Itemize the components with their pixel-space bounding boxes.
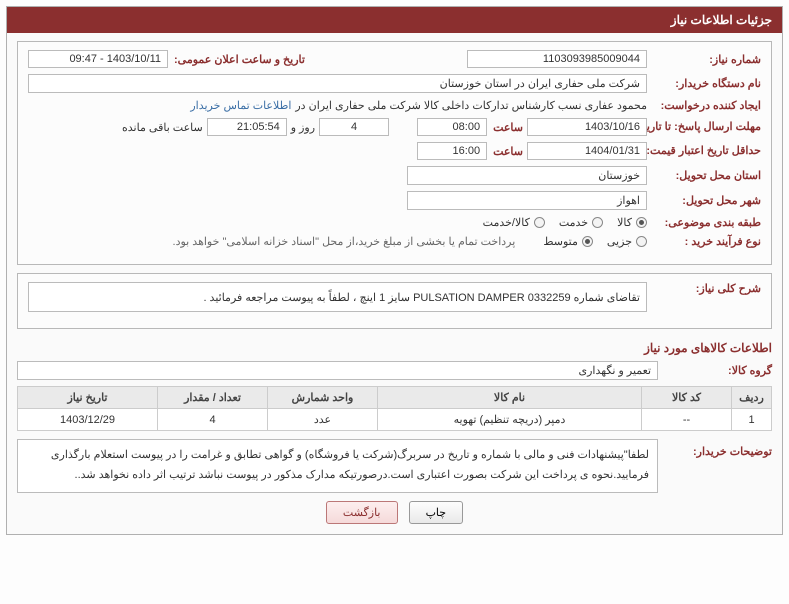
- print-button[interactable]: چاپ: [409, 501, 464, 524]
- panel-content: شماره نیاز: 1103093985009044 تاریخ و ساع…: [7, 33, 782, 534]
- buy-process-label: نوع فرآیند خرید :: [651, 235, 761, 248]
- overview-label: شرح کلی نیاز:: [651, 282, 761, 295]
- table-row: 1 -- دمپر (دریچه تنظیم) تهویه عدد 4 1403…: [18, 409, 772, 431]
- table-header-row: ردیف کد کالا نام کالا واحد شمارش تعداد /…: [18, 387, 772, 409]
- buyer-org-label: نام دستگاه خریدار:: [651, 77, 761, 90]
- announce-dt-value: 1403/10/11 - 09:47: [28, 50, 168, 68]
- buy-process-note: پرداخت تمام یا بخشی از مبلغ خرید،از محل …: [173, 235, 516, 248]
- delivery-province-value: خوزستان: [407, 166, 647, 185]
- time-label-2: ساعت: [491, 145, 523, 158]
- buy-opt-0[interactable]: جزیی: [607, 235, 647, 248]
- back-button[interactable]: بازگشت: [326, 501, 398, 524]
- delivery-province-label: استان محل تحویل:: [651, 169, 761, 182]
- subject-class-radios: کالا خدمت کالا/خدمت: [483, 216, 647, 229]
- days-remaining-value: 4: [319, 118, 389, 136]
- th-row: ردیف: [732, 387, 772, 409]
- th-code: کد کالا: [642, 387, 732, 409]
- need-no-value: 1103093985009044: [467, 50, 647, 68]
- td-unit: عدد: [268, 409, 378, 431]
- buyer-org-value: شرکت ملی حفاری ایران در استان خوزستان: [28, 74, 647, 93]
- panel-title: جزئیات اطلاعات نیاز: [7, 7, 782, 33]
- td-row: 1: [732, 409, 772, 431]
- td-date: 1403/12/29: [18, 409, 158, 431]
- delivery-city-label: شهر محل تحویل:: [651, 194, 761, 207]
- days-and-label: روز و: [291, 121, 315, 134]
- radio-icon: [636, 217, 647, 228]
- reply-time-value: 08:00: [417, 118, 487, 136]
- time-label-1: ساعت: [491, 121, 523, 134]
- radio-icon: [636, 236, 647, 247]
- button-bar: چاپ بازگشت: [17, 501, 772, 524]
- delivery-city-value: اهواز: [407, 191, 647, 210]
- td-qty: 4: [158, 409, 268, 431]
- radio-icon: [582, 236, 593, 247]
- buyer-contact-link[interactable]: اطلاعات تماس خریدار: [190, 99, 291, 112]
- valid-deadline-label: حداقل تاریخ اعتبار قیمت: تا تاریخ:: [651, 144, 761, 158]
- overview-value: تقاضای شماره PULSATION DAMPER 0332259 سا…: [28, 282, 647, 312]
- goods-group-label: گروه کالا:: [662, 364, 772, 377]
- subject-class-label: طبقه بندی موضوعی:: [651, 216, 761, 229]
- items-table: ردیف کد کالا نام کالا واحد شمارش تعداد /…: [17, 386, 772, 431]
- requester-label: ایجاد کننده درخواست:: [651, 99, 761, 112]
- details-frame: شماره نیاز: 1103093985009044 تاریخ و ساع…: [17, 41, 772, 265]
- buyer-notes-label: توضیحات خریدار:: [662, 439, 772, 458]
- valid-date-value: 1404/01/31: [527, 142, 647, 160]
- th-date: تاریخ نیاز: [18, 387, 158, 409]
- reply-date-value: 1403/10/16: [527, 118, 647, 136]
- reply-deadline-label: مهلت ارسال پاسخ: تا تاریخ:: [651, 120, 761, 134]
- th-name: نام کالا: [378, 387, 642, 409]
- announce-dt-label: تاریخ و ساعت اعلان عمومی:: [172, 53, 305, 66]
- th-qty: تعداد / مقدار: [158, 387, 268, 409]
- requester-value: محمود عفاری نسب کارشناس تدارکات داخلی کا…: [295, 99, 647, 112]
- buyer-notes-value: لطفا"پیشنهادات فنی و مالی با شماره و تار…: [17, 439, 658, 493]
- overview-frame: شرح کلی نیاز: تقاضای شماره PULSATION DAM…: [17, 273, 772, 329]
- td-code: --: [642, 409, 732, 431]
- buy-process-radios: جزیی متوسط: [543, 235, 647, 248]
- td-name: دمپر (دریچه تنظیم) تهویه: [378, 409, 642, 431]
- subject-opt-0[interactable]: کالا: [617, 216, 647, 229]
- time-remain-label: ساعت باقی مانده: [122, 121, 203, 134]
- buy-opt-1[interactable]: متوسط: [543, 235, 593, 248]
- valid-time-value: 16:00: [417, 142, 487, 160]
- goods-group-value: تعمیر و نگهداری: [17, 361, 658, 380]
- subject-opt-2[interactable]: کالا/خدمت: [483, 216, 545, 229]
- need-no-label: شماره نیاز:: [651, 53, 761, 66]
- time-remaining-value: 21:05:54: [207, 118, 287, 136]
- radio-icon: [592, 217, 603, 228]
- th-unit: واحد شمارش: [268, 387, 378, 409]
- subject-opt-1[interactable]: خدمت: [559, 216, 603, 229]
- radio-icon: [534, 217, 545, 228]
- main-panel: جزئیات اطلاعات نیاز شماره نیاز: 11030939…: [6, 6, 783, 535]
- goods-info-label: اطلاعات کالاهای مورد نیاز: [17, 337, 772, 361]
